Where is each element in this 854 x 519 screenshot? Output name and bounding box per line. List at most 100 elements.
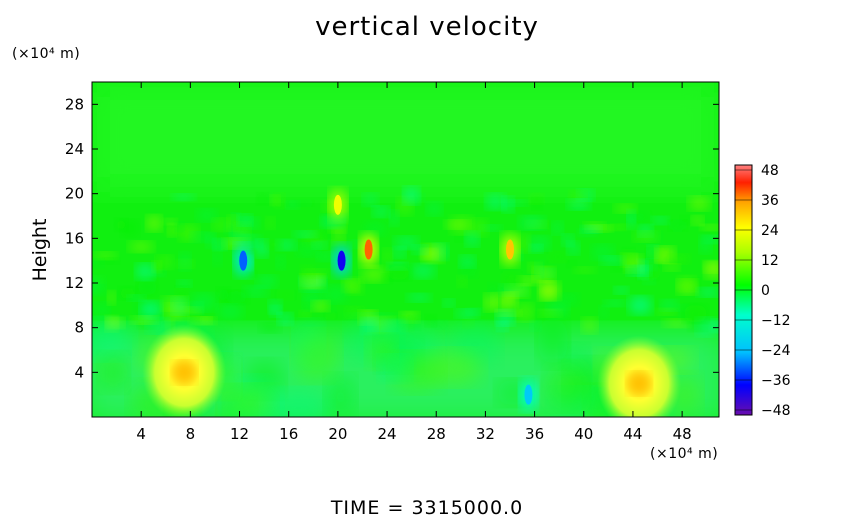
heatmap-blob [389,210,399,226]
heatmap-blob [196,208,218,222]
heatmap-blob [312,300,330,312]
colorbar-tick-label: 36 [761,193,779,209]
y-tick-label: 16 [65,229,84,247]
heatmap-blob [325,375,356,417]
heatmap-blob [243,285,269,297]
heatmap-blob [652,216,669,225]
heatmap-blob [660,299,678,311]
heatmap-blob [288,200,313,207]
heatmap-blob [700,224,719,231]
heatmap-blob [201,317,212,325]
heatmap-blob [519,215,545,230]
heatmap-blob [642,278,656,285]
heatmap-blob [484,293,497,311]
heatmap-blob [256,275,278,288]
heatmap-blob [324,312,337,319]
x-tick-label: 40 [574,425,593,443]
time-equals: = [387,497,405,519]
heatmap-blob [299,310,311,318]
heatmap-blob [227,215,239,231]
colorbar-tick-label: 12 [761,253,779,269]
y-tick-label: 24 [65,140,84,158]
plot-frame [91,81,720,418]
heatmap-blob [633,231,659,242]
heatmap-blob [92,259,104,268]
y-tick-label: 20 [65,185,84,203]
heatmap-blob [699,235,712,253]
heatmap-blob [155,255,173,269]
heatmap-blob [140,301,162,318]
heatmap-blob [544,363,588,410]
heatmap-blob [566,241,580,255]
heatmap-blob [663,319,689,328]
heatmap-blob [465,231,480,247]
heatmap-blob [323,285,348,303]
heatmap-blob [614,286,629,295]
x-units-label: (×10⁴ m) [650,446,718,462]
heatmap-blob [98,353,129,392]
heatmap-blob [600,256,625,266]
heatmap-blob [537,316,569,366]
heatmap-blob [270,195,281,206]
time-readout: TIME = 3315000.0 [0,497,854,519]
heatmap-blob [677,276,696,291]
heatmap-blob [668,220,687,231]
x-tick-label: 16 [279,425,298,443]
y-units-label: (×10⁴ m) [12,46,80,62]
heatmap-blob [146,215,162,232]
heatmap-blob [581,317,598,334]
heatmap-blob [317,252,334,262]
x-tick-label: 20 [328,425,347,443]
x-tick-label: 36 [525,425,544,443]
colorbar-tick-label: −48 [761,403,791,419]
heatmap-blob [485,193,506,210]
heatmap-blob [293,231,318,238]
heatmap-blob [655,249,668,263]
heatmap-blob [455,309,479,318]
heatmap-blob [574,266,596,274]
y-tick-label: 4 [74,363,84,381]
heatmap-blob [276,239,296,251]
heatmap-blob [385,265,411,281]
heatmap-blob [131,315,157,324]
chart-title: vertical velocity [315,12,539,42]
heatmap-blob [516,303,534,321]
heatmap-blob [255,239,268,258]
heatmap-blob [92,276,105,295]
x-tick-label: 8 [186,425,196,443]
y-tick-label: 28 [65,95,84,113]
heatmap-blob [277,312,293,325]
heatmap-blob [676,304,688,311]
heatmap-blob [688,196,710,211]
heatmap-blob [212,218,230,231]
heatmap-feature-core [506,239,514,260]
heatmap-upper-band [92,82,719,192]
heatmap-blob [663,263,680,271]
heatmap-blob [552,221,563,235]
heatmap-blob [293,331,340,381]
heatmap-blob [212,238,227,251]
heatmap-blob [515,234,530,253]
heatmap-blob [344,306,365,318]
heatmap-blob [135,263,155,280]
heatmap-blob [539,309,562,317]
x-tick-label: 32 [476,425,495,443]
heatmap-blob [630,265,639,274]
x-units-text: (×10⁴ m) [650,446,719,462]
heatmap-blob [626,210,636,229]
heatmap-blob [530,320,541,331]
heatmap-blob [611,262,625,272]
heatmap-blob [114,218,128,232]
heatmap-blob [538,282,555,300]
time-value: 3315000.0 [411,497,524,519]
colorbar-tick-label: −24 [761,343,791,359]
heatmap-blob [622,248,635,266]
y-tick-label: 8 [74,319,84,337]
heatmap-blob [318,230,334,239]
heatmap-blob [469,218,488,236]
colorbar-tick-label: −12 [761,313,791,329]
heatmap-blob [372,206,390,218]
heatmap-blob [107,291,116,305]
